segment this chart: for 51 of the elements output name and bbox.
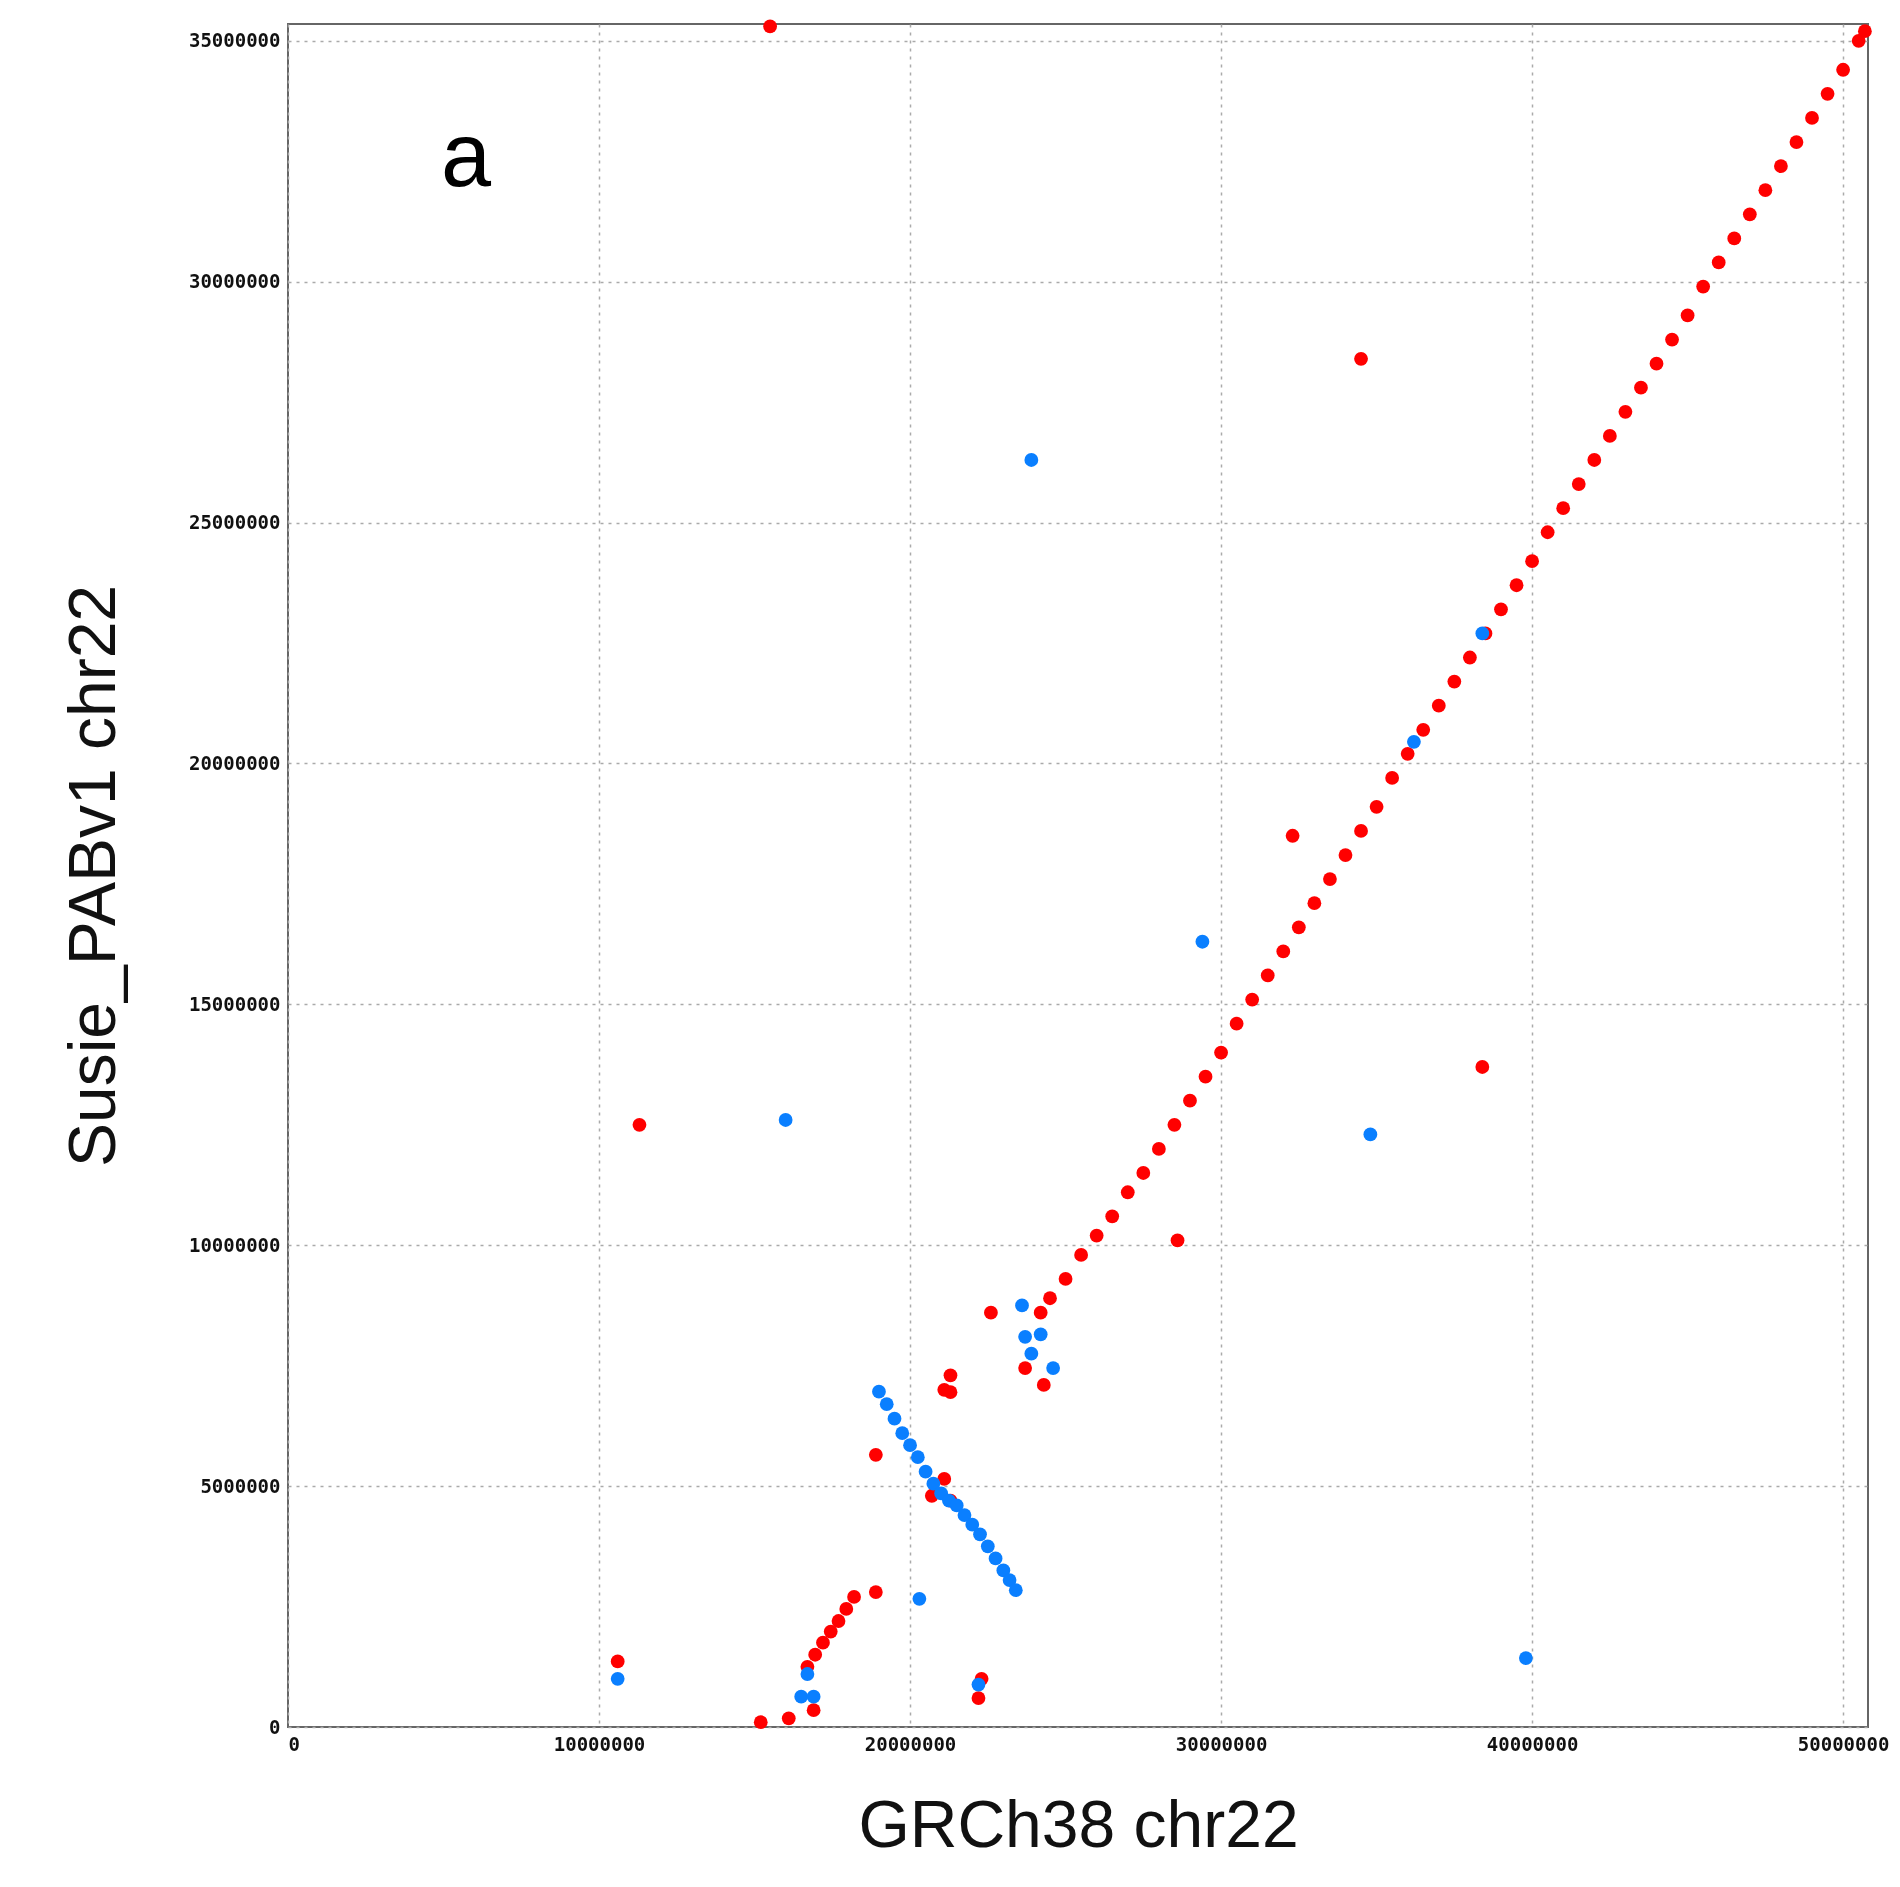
point (879, 1397, 894, 1412)
point (1024, 453, 1039, 467)
point (1015, 1298, 1029, 1313)
y-tick-label: 35000000 (188, 29, 281, 52)
point (965, 1517, 980, 1532)
y-axis-title: Susie_PABv1 chr22 (54, 584, 129, 1168)
point (949, 1498, 964, 1513)
point (610, 1671, 625, 1686)
x-tick-label: 20000000 (864, 1732, 957, 1755)
x-tick-label: 50000000 (1797, 1732, 1890, 1755)
point (1033, 1327, 1048, 1342)
x-tick-label: 10000000 (553, 1732, 646, 1755)
point (971, 1677, 986, 1692)
point (988, 1551, 1003, 1566)
y-tick-label: 10000000 (188, 1233, 281, 1256)
y-tick-label: 25000000 (188, 511, 281, 534)
x-tick-label: 0 (288, 1732, 300, 1755)
point (918, 1464, 933, 1479)
point (1002, 1573, 1017, 1587)
point (1363, 1127, 1378, 1142)
point (996, 1563, 1011, 1578)
point (1024, 1346, 1039, 1361)
point (957, 1508, 972, 1522)
point (1008, 1583, 1023, 1598)
point (1518, 1651, 1533, 1665)
x-tick-label: 30000000 (1175, 1732, 1268, 1755)
point (1046, 1361, 1061, 1375)
point (872, 1384, 886, 1399)
point (1195, 934, 1210, 949)
point (895, 1426, 910, 1441)
point (794, 1689, 809, 1704)
point (778, 1113, 793, 1127)
point (806, 1689, 821, 1704)
y-tick-label: 15000000 (188, 992, 281, 1015)
annotation: a (440, 105, 492, 205)
x-axis-title: GRCh38 chr22 (858, 1786, 1299, 1861)
point (912, 1591, 927, 1606)
point (926, 1476, 941, 1491)
point (1407, 734, 1421, 749)
y-tick-label: 30000000 (188, 270, 281, 293)
point (887, 1411, 902, 1426)
y-tick-label: 0 (269, 1715, 281, 1738)
y-tick-label: 20000000 (188, 751, 281, 774)
point (973, 1527, 987, 1542)
y-tick-label: 5000000 (200, 1474, 281, 1497)
x-tick-label: 40000000 (1486, 1732, 1579, 1755)
point (1018, 1329, 1033, 1344)
point (910, 1450, 925, 1465)
point (980, 1539, 995, 1554)
point (903, 1438, 917, 1453)
point (800, 1667, 815, 1681)
